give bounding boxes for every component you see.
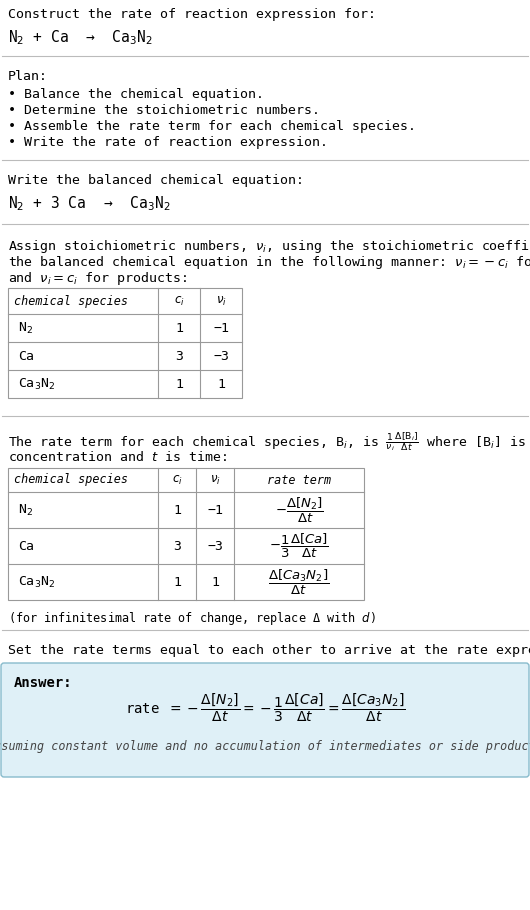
Text: 1: 1 [175,321,183,335]
Text: 3: 3 [173,540,181,552]
Text: The rate term for each chemical species, B$_i$, is $\frac{1}{\nu_i}\frac{\Delta[: The rate term for each chemical species,… [8,430,530,453]
Text: Construct the rate of reaction expression for:: Construct the rate of reaction expressio… [8,8,376,21]
Text: chemical species: chemical species [14,295,128,308]
Text: rate $= -\dfrac{\Delta[N_2]}{\Delta t} = -\dfrac{1}{3}\dfrac{\Delta[Ca]}{\Delta : rate $= -\dfrac{\Delta[N_2]}{\Delta t} =… [125,692,405,724]
Text: • Write the rate of reaction expression.: • Write the rate of reaction expression. [8,136,328,149]
Text: 1: 1 [211,575,219,589]
Text: N$_2$ + 3 Ca  →  Ca$_3$N$_2$: N$_2$ + 3 Ca → Ca$_3$N$_2$ [8,194,171,213]
Text: chemical species: chemical species [14,473,128,487]
Text: Ca: Ca [18,540,34,552]
Text: • Assemble the rate term for each chemical species.: • Assemble the rate term for each chemic… [8,120,416,133]
Bar [8,468,364,600]
Text: N$_2$ + Ca  →  Ca$_3$N$_2$: N$_2$ + Ca → Ca$_3$N$_2$ [8,28,153,46]
Text: $\dfrac{\Delta[Ca_3N_2]}{\Delta t}$: $\dfrac{\Delta[Ca_3N_2]}{\Delta t}$ [268,568,330,597]
Text: N$_2$: N$_2$ [18,502,33,518]
Text: $c_i$: $c_i$ [172,473,182,487]
Text: 3: 3 [175,349,183,362]
Text: −1: −1 [213,321,229,335]
Text: $-\dfrac{1}{3}\dfrac{\Delta[Ca]}{\Delta t}$: $-\dfrac{1}{3}\dfrac{\Delta[Ca]}{\Delta … [269,532,329,560]
Text: Ca$_3$N$_2$: Ca$_3$N$_2$ [18,574,55,590]
Text: • Determine the stoichiometric numbers.: • Determine the stoichiometric numbers. [8,104,320,117]
Text: the balanced chemical equation in the following manner: $\nu_i = -c_i$ for react: the balanced chemical equation in the fo… [8,254,530,271]
Text: Set the rate terms equal to each other to arrive at the rate expression:: Set the rate terms equal to each other t… [8,644,530,657]
Text: $\nu_i$: $\nu_i$ [216,295,226,308]
Text: and $\nu_i = c_i$ for products:: and $\nu_i = c_i$ for products: [8,270,187,287]
Text: Ca: Ca [18,349,34,362]
Text: (for infinitesimal rate of change, replace Δ with $d$): (for infinitesimal rate of change, repla… [8,610,376,627]
FancyBboxPatch shape [1,663,529,777]
Text: Plan:: Plan: [8,70,48,83]
Text: (assuming constant volume and no accumulation of intermediates or side products): (assuming constant volume and no accumul… [0,740,530,753]
Text: $c_i$: $c_i$ [174,295,184,308]
Text: −1: −1 [207,503,223,517]
Text: concentration and $t$ is time:: concentration and $t$ is time: [8,450,227,464]
Text: Ca$_3$N$_2$: Ca$_3$N$_2$ [18,377,55,391]
Text: Write the balanced chemical equation:: Write the balanced chemical equation: [8,174,304,187]
Text: 1: 1 [175,378,183,390]
Text: 1: 1 [217,378,225,390]
Text: $-\dfrac{\Delta[N_2]}{\Delta t}$: $-\dfrac{\Delta[N_2]}{\Delta t}$ [275,495,323,524]
Text: • Balance the chemical equation.: • Balance the chemical equation. [8,88,264,101]
Text: −3: −3 [207,540,223,552]
Text: rate term: rate term [267,473,331,487]
Text: Answer:: Answer: [14,676,73,690]
Text: $\nu_i$: $\nu_i$ [209,473,220,487]
Text: 1: 1 [173,575,181,589]
Text: −3: −3 [213,349,229,362]
Text: 1: 1 [173,503,181,517]
Bar [8,288,242,398]
Text: Assign stoichiometric numbers, $\nu_i$, using the stoichiometric coefficients, $: Assign stoichiometric numbers, $\nu_i$, … [8,238,530,255]
Text: N$_2$: N$_2$ [18,320,33,336]
